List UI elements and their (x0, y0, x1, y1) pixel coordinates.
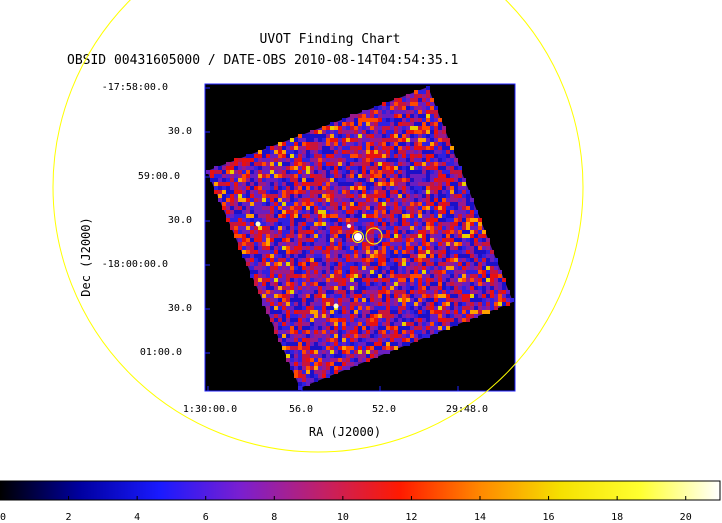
target-error-circle (365, 227, 383, 245)
dec-tick-label: -17:58:00.0 (101, 82, 168, 93)
colorbar-tick-label: 10 (336, 512, 349, 523)
exposure-noise (206, 86, 514, 390)
dec-tick-label: 59:00.0 (137, 171, 180, 182)
colorbar-tick-label: 18 (611, 512, 624, 523)
bright-source (354, 233, 362, 241)
dec-tick-label: 30.0 (167, 215, 192, 226)
colorbar-tick-label: 14 (473, 512, 487, 523)
colorbar-tick-label: 0 (0, 512, 7, 523)
bright-source (347, 224, 351, 228)
ra-tick-label: 52.0 (371, 404, 397, 415)
dec-tick-label: -18:00:00.0 (101, 259, 168, 270)
chart-title: UVOT Finding Chart (259, 32, 401, 47)
colorbar (0, 480, 721, 501)
dec-tick-label: 30.0 (167, 303, 192, 314)
y-axis-label: Dec (J2000) (79, 217, 93, 297)
colorbar-tick-label: 16 (542, 512, 555, 523)
image-frame (204, 83, 516, 392)
ra-tick-label: 29:48.0 (445, 404, 489, 415)
dec-tick-label: 01:00.0 (139, 347, 182, 358)
colorbar-ticks (0, 496, 687, 500)
colorbar-tick-label: 2 (65, 512, 72, 523)
field-of-view-circle (52, 0, 584, 453)
colorbar-tick-label: 20 (679, 512, 692, 523)
colorbar-tick-label: 12 (405, 512, 418, 523)
colorbar-tick-label: 6 (202, 512, 209, 523)
chart-subtitle: OBSID 00431605000 / DATE-OBS 2010-08-14T… (67, 53, 459, 68)
frame-ticks (205, 87, 459, 391)
x-axis-label: RA (J2000) (308, 425, 382, 439)
colorbar-tick-label: 4 (134, 512, 141, 523)
ra-tick-label: 1:30:00.0 (182, 404, 238, 415)
target-marker (352, 231, 364, 243)
ra-tick-label: 56.0 (288, 404, 314, 415)
bright-source (333, 303, 339, 309)
dec-tick-label: 30.0 (167, 126, 192, 137)
bright-source (255, 221, 261, 227)
colorbar-tick-label: 8 (271, 512, 278, 523)
